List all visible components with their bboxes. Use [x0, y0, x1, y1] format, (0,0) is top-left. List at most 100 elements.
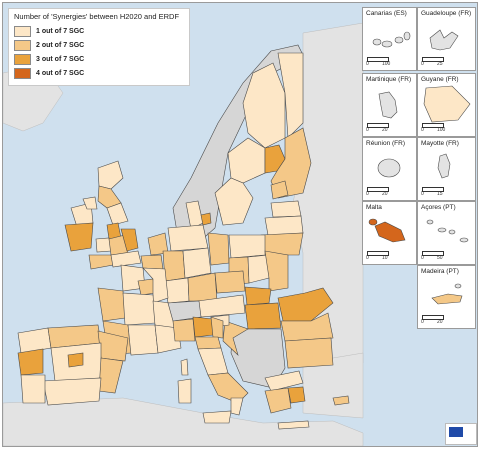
region-uk-north: [106, 202, 129, 226]
island-shape: [372, 38, 382, 46]
region-slovakia: [244, 286, 272, 306]
inset-martinique-map: [378, 91, 398, 119]
scale-end: 20: [382, 127, 388, 133]
region-ireland-south: [64, 222, 94, 252]
legend-swatch-2: [14, 39, 31, 51]
legend-title: Number of 'Synergies' between H2020 and …: [14, 12, 180, 21]
scale-end: 20: [382, 191, 388, 197]
region-it-calabria: [230, 397, 244, 416]
scale-end: 100: [382, 61, 391, 67]
scale-bar: 0 100: [421, 123, 462, 133]
inset-guadeloupe-map: [429, 29, 459, 51]
region-estonia: [270, 200, 302, 218]
scale-bar-line: [367, 57, 389, 62]
inset-mayotte-map: [437, 153, 451, 179]
region-uk-east: [120, 228, 139, 252]
inset-guadeloupe: Guadeloupe (FR) 0 25: [417, 7, 476, 71]
region-denmark-capital: [200, 212, 212, 226]
region-finland-north: [277, 52, 304, 139]
legend-item-3: 3 out of 7 SGC: [14, 53, 84, 65]
europe-map: [3, 22, 364, 446]
inset-title: Açores (PT): [421, 204, 456, 211]
region-fr-northeast: [142, 267, 169, 304]
region-de-south-west: [164, 277, 190, 304]
region-bulgaria: [284, 337, 334, 369]
scale-bar: 0 20: [366, 123, 407, 133]
region-es-east: [98, 357, 124, 394]
region-uk-wales: [95, 237, 112, 253]
inset-title: Canarias (ES): [366, 10, 407, 17]
region-pl-north: [228, 234, 266, 259]
region-greece-north: [264, 370, 304, 392]
region-corsica: [180, 358, 189, 376]
inset-canarias-map: [372, 31, 411, 48]
legend-item-2: 2 out of 7 SGC: [14, 39, 84, 51]
region-latvia: [264, 215, 304, 236]
scale-end: 50: [437, 255, 443, 261]
scale-bar-line: [367, 123, 389, 128]
scale-start: 0: [366, 255, 369, 261]
land-north-africa: [3, 397, 364, 446]
inset-acores: Açores (PT) 0 50: [417, 201, 476, 265]
inset-title: Malta: [366, 204, 382, 211]
legend-label-3: 3 out of 7 SGC: [36, 55, 85, 63]
scale-bar-line: [367, 187, 389, 192]
region-fr-south: [127, 324, 159, 356]
scale-bar-line: [367, 251, 389, 256]
region-de-central: [182, 247, 212, 279]
inset-title: Réunion (FR): [366, 140, 406, 147]
region-pt-south: [20, 374, 46, 404]
island-shape: [437, 153, 451, 179]
inset-title: Guyane (FR): [421, 76, 459, 83]
region-finland-helsinki: [270, 180, 289, 200]
scale-end: 15: [437, 191, 443, 197]
legend-label-4: 4 out of 7 SGC: [36, 69, 85, 77]
inset-madeira-map: [431, 283, 463, 305]
region-greece-attica: [287, 386, 306, 404]
region-de-west: [162, 250, 186, 282]
inset-canarias: Canarias (ES) 0 100: [362, 7, 417, 71]
scale-bar: 0 50: [421, 251, 462, 261]
scale-end: 25: [437, 61, 443, 67]
scale-end: 10: [382, 255, 388, 261]
region-it-northwest: [172, 318, 196, 342]
region-crete: [277, 420, 310, 430]
region-de-north: [167, 224, 209, 252]
scale-bar: 0 10: [366, 251, 407, 261]
region-greece-central: [264, 387, 292, 414]
scale-bar: 0 20: [421, 315, 462, 325]
region-sweden-south: [214, 177, 254, 226]
region-sweden-north: [242, 62, 286, 149]
region-finland-south: [270, 127, 312, 199]
region-es-south: [42, 377, 102, 406]
inset-guyane: Guyane (FR) 0 100: [417, 73, 476, 137]
region-guyane: [423, 85, 471, 123]
island-shape: [459, 237, 469, 243]
scale-bar-line: [422, 187, 444, 192]
region-cyprus: [332, 395, 350, 406]
legend-label-1: 1 out of 7 SGC: [36, 27, 85, 35]
island-shape: [394, 36, 404, 44]
inset-title: Martinique (FR): [366, 76, 412, 83]
region-gozo: [368, 218, 378, 226]
inset-madeira: Madeira (PT) 0 20: [417, 265, 476, 329]
region-uk-southeast: [110, 250, 142, 268]
legend-label-2: 2 out of 7 SGC: [36, 41, 85, 49]
region-ni: [82, 196, 98, 210]
island-shape: [377, 158, 401, 178]
region-romania-south: [280, 312, 334, 342]
region-switzerland: [167, 300, 202, 322]
region-sicily: [202, 410, 232, 424]
region-uk-scotland-north: [97, 160, 124, 190]
inset-reunion-map: [377, 158, 401, 178]
scale-bar: 0 20: [366, 187, 407, 197]
inset-title: Mayotte (FR): [421, 140, 459, 147]
map-legend: Number of 'Synergies' between H2020 and …: [8, 8, 190, 86]
region-pt-north: [17, 348, 44, 376]
scale-start: 0: [366, 127, 369, 133]
island-shape: [454, 283, 462, 289]
inset-title: Madeira (PT): [421, 268, 459, 275]
island-shape: [403, 31, 411, 41]
island-shape: [437, 227, 447, 233]
